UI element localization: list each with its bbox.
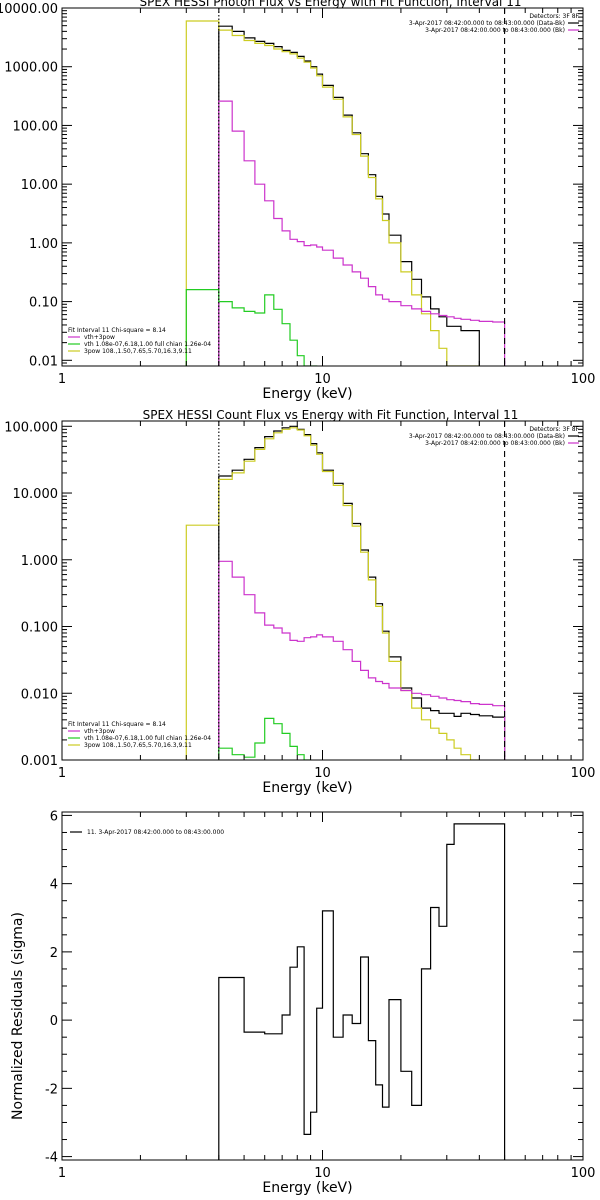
legend-header: Detectors: 3F 8F: [529, 426, 579, 433]
series-line-3: [218, 100, 506, 366]
y-tick-label: 0.01: [29, 354, 58, 369]
series-line-1: [218, 425, 506, 760]
chart-title: SPEX HESSI Count Flux vs Energy with Fit…: [143, 408, 519, 422]
x-tick-label: 1: [58, 766, 66, 781]
x-tick-label: 100: [571, 372, 596, 387]
y-tick-label: 6: [50, 809, 58, 824]
y-tick-label: 1.00: [29, 237, 58, 252]
legend-entry: 3-Apr-2017 08:42:00.000 to 08:43:00.000 …: [425, 440, 565, 447]
y-tick-label: 100.00: [13, 119, 59, 134]
x-tick-label: 10: [314, 766, 331, 781]
x-axis-label: Energy (keV): [262, 1180, 352, 1196]
fit-legend-entry: 3pow 108.,1.50,7.65,5.70,16.3,9.11: [84, 348, 192, 355]
series-line-4: [218, 717, 312, 760]
x-tick-label: 1: [58, 372, 66, 387]
x-tick-label: 100: [571, 1166, 596, 1181]
y-tick-label: 10.00: [21, 178, 58, 193]
y-tick-label: 1.000: [21, 554, 58, 569]
series-line-2: [185, 427, 480, 760]
fit-legend-entry: 3pow 108.,1.50,7.65,5.70,16.3,9.11: [84, 742, 192, 749]
y-tick-label: 100.000: [4, 420, 58, 435]
series-group: [185, 20, 506, 366]
y-tick-label: 10.000: [13, 487, 59, 502]
series-line-1: [218, 823, 506, 1160]
y-tick-label: -4: [45, 1151, 58, 1166]
x-tick-label: 100: [571, 766, 596, 781]
y-tick-label: 0.10: [29, 296, 58, 311]
y-tick-label: 0.100: [21, 621, 58, 636]
x-tick-label: 1: [58, 1166, 66, 1181]
y-tick-label: 0.001: [21, 754, 58, 769]
legend-header: Detectors: 3F 8F: [529, 13, 579, 20]
series-group: [185, 425, 506, 760]
fit-legend-header: Fit Interval 11 Chi-square = 8.14: [68, 721, 166, 728]
fit-legend-entry: vth 1.08e-07,6.18,1.00 full chian 1.26e-…: [84, 341, 211, 348]
chart-2: SPEX HESSI Count Flux vs Energy with Fit…: [4, 408, 595, 796]
legend-entry: 3-Apr-2017 08:42:00.000 to 08:43:00.000 …: [425, 27, 565, 34]
fit-legend-entry: vth+3pow: [84, 334, 115, 341]
fit-legend-entry: vth+3pow: [84, 728, 115, 735]
fit-legend-header: Fit Interval 11 Chi-square = 8.14: [68, 327, 166, 334]
y-tick-label: 10000.00: [0, 2, 58, 17]
y-tick-label: 2: [50, 946, 58, 961]
y-tick-label: 0.010: [21, 687, 58, 702]
series-line-2: [185, 20, 480, 366]
x-tick-label: 10: [314, 1166, 331, 1181]
chart-1: SPEX HESSI Photon Flux vs Energy with Fi…: [0, 0, 595, 402]
series-line-1: [218, 25, 480, 366]
chart-3: 1 10 100 -4 -2 0 2 4 6 Energy (keV) Normalized Res…: [10, 809, 595, 1196]
fit-legend-entry: vth 1.08e-07,6.18,1.00 full chian 1.26e-…: [84, 735, 211, 742]
y-tick-label: 1000.00: [4, 61, 58, 76]
x-axis-label: Energy (keV): [262, 780, 352, 796]
y-tick-label: 4: [50, 878, 58, 893]
x-tick-label: 10: [314, 372, 331, 387]
y-tick-label: 0: [50, 1014, 58, 1029]
legend-entry: 3-Apr-2017 08:42:00.000 to 08:43:00.000 …: [409, 20, 565, 27]
chart-title: SPEX HESSI Photon Flux vs Energy with Fi…: [140, 0, 522, 9]
y-axis-label: Normalized Residuals (sigma): [10, 912, 26, 1120]
series-group: [218, 823, 506, 1160]
y-tick-label: -2: [45, 1082, 58, 1097]
series-line-4: [185, 289, 318, 366]
series-line-3: [218, 560, 506, 760]
residual-legend-entry: 11. 3-Apr-2017 08:42:00.000 to 08:43:00.…: [87, 829, 224, 836]
legend-entry: 3-Apr-2017 08:42:00.000 to 08:43:00.000 …: [409, 433, 565, 440]
x-axis-label: Energy (keV): [262, 386, 352, 402]
